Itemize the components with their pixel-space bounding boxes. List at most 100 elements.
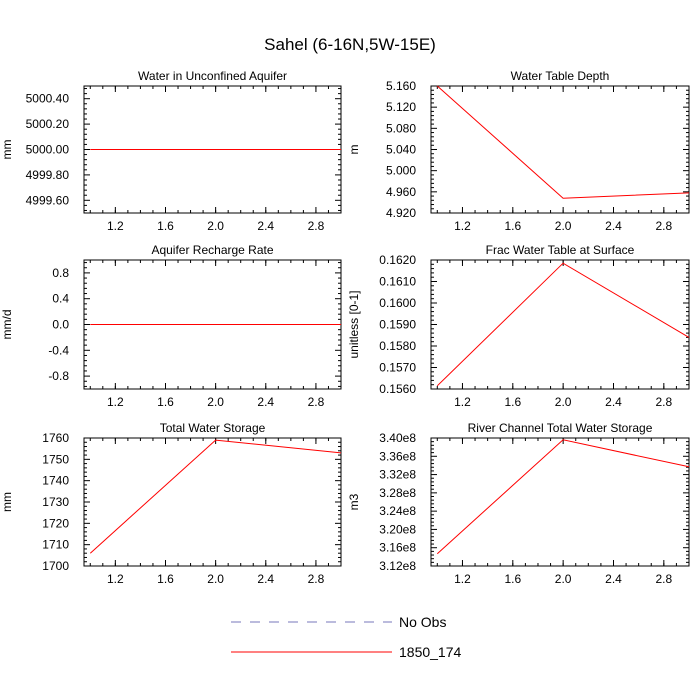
x-tick-label: 2.4	[257, 395, 274, 409]
x-tick-label: 1.2	[107, 395, 124, 409]
y-tick-label: 0.1580	[379, 339, 416, 353]
y-tick-label: 0.4	[52, 292, 69, 306]
y-tick-label: 1730	[42, 495, 69, 509]
x-tick-label: 2.8	[655, 572, 672, 586]
panel-title: River Channel Total Water Storage	[468, 421, 653, 435]
x-tick-label: 1.6	[157, 219, 174, 233]
y-tick-label: 5000.00	[26, 143, 70, 157]
y-tick-label: 0.1560	[379, 382, 416, 396]
panel-title: Aquifer Recharge Rate	[151, 243, 273, 257]
y-tick-label: 1760	[42, 431, 69, 445]
x-tick-label: 2.0	[207, 395, 224, 409]
y-axis-label: mm	[0, 492, 14, 512]
plot-frame	[430, 85, 690, 214]
y-tick-label: 3.36e8	[379, 449, 416, 463]
legend: No Obs 1850_174	[231, 614, 462, 660]
plot-frame	[430, 437, 690, 567]
y-tick-label: 3.16e8	[379, 541, 416, 555]
y-tick-label: 1700	[42, 559, 69, 573]
panel-2: Water Table Depth m 1.2 1.6 2.0 2.4 2.8 4.920 4.…	[347, 69, 690, 233]
series-line-1850_174	[436, 262, 690, 387]
x-tick-label: 2.4	[605, 572, 622, 586]
x-tick-label: 1.2	[107, 572, 124, 586]
y-tick-label: -0.4	[48, 343, 69, 357]
y-tick-label: -0.8	[48, 369, 69, 383]
y-tick-label: 5000.40	[26, 92, 70, 106]
y-tick-label: 0.1590	[379, 318, 416, 332]
y-tick-label: 4999.60	[26, 193, 70, 207]
x-tick-label: 1.6	[504, 572, 521, 586]
y-tick-label: 1720	[42, 516, 69, 530]
x-tick-label: 1.2	[454, 395, 471, 409]
x-tick-label: 1.6	[504, 219, 521, 233]
figure-title: Sahel (6-16N,5W-15E)	[264, 35, 436, 54]
x-tick-label: 2.0	[555, 395, 572, 409]
panel-5: Total Water Storage mm 1.2 1.6 2.0 2.4 2.8 1700…	[0, 421, 342, 586]
panel-1: Water in Unconfined Aquifer mm 1.2 1.6 2.0 2.…	[0, 69, 342, 233]
legend-item: 1850_174	[231, 644, 462, 660]
y-tick-label: 5.000	[386, 164, 416, 178]
panel-title: Water in Unconfined Aquifer	[138, 69, 287, 83]
y-tick-label: 3.32e8	[379, 468, 416, 482]
series-line-1850_174	[89, 439, 342, 554]
y-axis-label: unitless [0-1]	[347, 290, 361, 358]
y-tick-label: 5000.20	[26, 117, 70, 131]
x-tick-label: 2.0	[207, 219, 224, 233]
y-tick-label: 1740	[42, 474, 69, 488]
y-axis-label: m3	[347, 493, 361, 510]
y-tick-label: 0.1570	[379, 361, 416, 375]
y-tick-label: 0.0	[52, 318, 69, 332]
panel-3: Aquifer Recharge Rate mm/d 1.2 1.6 2.0 2.4 2.8…	[0, 243, 342, 409]
panel-6: River Channel Total Water Storage m3 1.2 1.…	[347, 421, 690, 586]
y-tick-label: 1750	[42, 452, 69, 466]
y-tick-label: 3.12e8	[379, 559, 416, 573]
legend-label: 1850_174	[399, 644, 462, 660]
x-tick-label: 2.8	[308, 572, 325, 586]
x-tick-label: 2.0	[555, 572, 572, 586]
y-tick-label: 5.040	[386, 143, 416, 157]
y-tick-label: 0.1620	[379, 253, 416, 267]
x-tick-label: 2.8	[655, 219, 672, 233]
x-tick-label: 2.0	[207, 572, 224, 586]
x-tick-label: 2.4	[257, 219, 274, 233]
y-tick-label: 4.960	[386, 185, 416, 199]
y-tick-label: 0.1610	[379, 275, 416, 289]
y-tick-label: 3.24e8	[379, 504, 416, 518]
y-axis-label: m	[347, 145, 361, 155]
x-tick-label: 1.6	[504, 395, 521, 409]
legend-label: No Obs	[399, 614, 446, 630]
series-line-1850_174	[436, 85, 690, 199]
x-tick-label: 1.2	[454, 572, 471, 586]
y-tick-label: 3.28e8	[379, 486, 416, 500]
y-tick-label: 5.080	[386, 121, 416, 135]
x-tick-label: 1.2	[107, 219, 124, 233]
x-tick-label: 1.2	[454, 219, 471, 233]
panel-title: Water Table Depth	[511, 69, 610, 83]
y-tick-label: 3.40e8	[379, 431, 416, 445]
plot-frame	[430, 259, 690, 390]
x-tick-label: 2.8	[308, 219, 325, 233]
y-axis-label: mm	[0, 140, 14, 160]
panel-title: Frac Water Table at Surface	[486, 243, 635, 257]
y-tick-label: 5.120	[386, 100, 416, 114]
y-tick-label: 0.1600	[379, 296, 416, 310]
x-tick-label: 2.4	[605, 219, 622, 233]
y-tick-label: 5.160	[386, 79, 416, 93]
panels: Water in Unconfined Aquifer mm 1.2 1.6 2.0 2.…	[0, 69, 690, 586]
panel-title: Total Water Storage	[160, 421, 266, 435]
x-tick-label: 2.4	[605, 395, 622, 409]
legend-item: No Obs	[231, 614, 446, 630]
x-tick-label: 1.6	[157, 395, 174, 409]
series-line-1850_174	[436, 439, 690, 555]
y-axis-label: mm/d	[0, 310, 14, 340]
x-tick-label: 2.0	[555, 219, 572, 233]
y-tick-label: 4999.80	[26, 168, 70, 182]
x-tick-label: 1.6	[157, 572, 174, 586]
y-tick-label: 0.8	[52, 266, 69, 280]
plot-frame	[83, 437, 342, 567]
panel-4: Frac Water Table at Surface unitless [0-1…	[347, 243, 690, 409]
y-tick-label: 4.920	[386, 206, 416, 220]
x-tick-label: 2.8	[655, 395, 672, 409]
y-tick-label: 1710	[42, 538, 69, 552]
